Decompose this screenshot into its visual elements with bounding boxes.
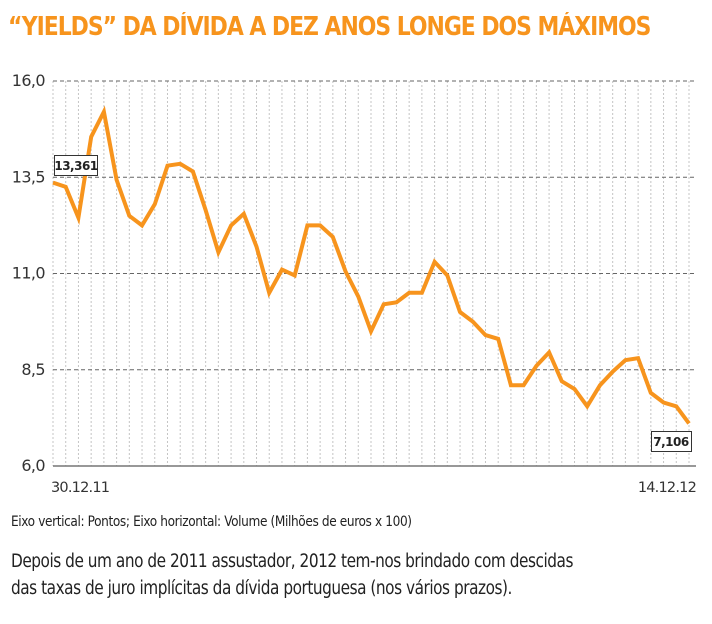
caption: Depois de um ano de 2011 assustador, 201… xyxy=(11,548,573,602)
horizontal-gridlines xyxy=(53,80,696,371)
axis-note: Eixo vertical: Pontos; Eixo horizontal: … xyxy=(11,514,412,530)
y-axis-ticks: 16,0 13,5 11,0 8,5 6,0 xyxy=(12,71,46,475)
y-tick-label: 16,0 xyxy=(12,71,46,90)
svg-text:7,106: 7,106 xyxy=(653,435,689,449)
caption-line-2: das taxas de juro implícitas da dívida p… xyxy=(11,578,512,599)
y-tick-label: 11,0 xyxy=(12,264,46,283)
line-chart: 16,0 13,5 11,0 8,5 6,0 30.12.11 14.12.12 13,… xyxy=(12,71,697,496)
end-value-label: 7,106 xyxy=(651,431,692,452)
y-tick-label: 13,5 xyxy=(12,167,45,186)
series-line-yield xyxy=(52,105,691,425)
caption-line-1: Depois de um ano de 2011 assustador, 201… xyxy=(11,551,573,572)
vertical-gridlines xyxy=(52,81,690,466)
y-tick-label: 8,5 xyxy=(21,360,45,379)
y-tick-label: 6,0 xyxy=(21,456,45,475)
x-tick-end: 14.12.12 xyxy=(638,480,696,496)
value-labels: 13,361 7,106 xyxy=(54,155,692,452)
start-value-label: 13,361 xyxy=(54,155,98,176)
x-tick-start: 30.12.11 xyxy=(51,480,109,496)
chart-title: “YIELDS” DA DÍVIDA A DEZ ANOS LONGE DOS … xyxy=(8,12,651,42)
svg-text:13,361: 13,361 xyxy=(54,159,97,173)
